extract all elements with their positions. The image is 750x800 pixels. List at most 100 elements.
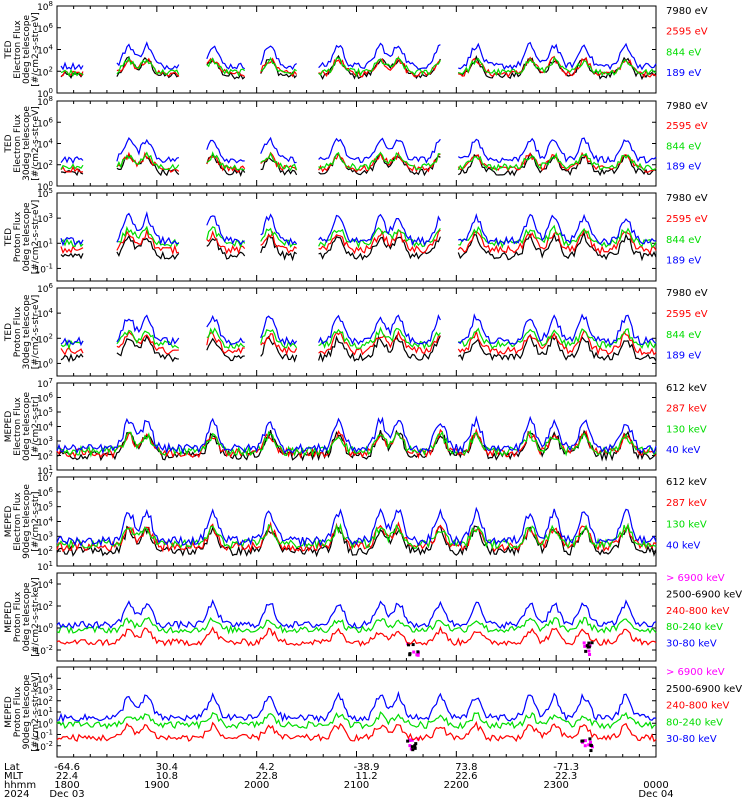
y-axis-label: MEPED Proton Flux 0deg telescope [#/cm2-s-s… bbox=[4, 577, 41, 656]
y-axis-label-line: TED bbox=[4, 134, 14, 153]
series-red bbox=[60, 228, 657, 256]
legend-entry: 2500-6900 keV bbox=[666, 589, 742, 600]
data-point bbox=[408, 653, 412, 657]
y-tick-label: 101 bbox=[37, 560, 53, 573]
series-green bbox=[60, 224, 657, 249]
y-axis-label-line: 90deg telescope bbox=[22, 484, 32, 559]
legend-entry: 30-80 keV bbox=[666, 734, 717, 745]
y-axis-label-line: 0deg telescope bbox=[22, 15, 32, 85]
series-blue bbox=[56, 415, 657, 455]
data-point bbox=[410, 745, 414, 749]
series-black bbox=[60, 333, 657, 363]
data-point bbox=[590, 641, 594, 645]
legend-entry: 844 eV bbox=[666, 330, 701, 341]
legend-entry: 7980 eV bbox=[666, 193, 708, 204]
legend-entry: 240-800 keV bbox=[666, 701, 730, 712]
y-axis-label-line: Electron Flux bbox=[13, 492, 23, 551]
data-point bbox=[408, 744, 412, 748]
y-axis-label: MEPED Electron Flux 0deg telescope [#/cm2-s… bbox=[4, 392, 41, 462]
data-point bbox=[589, 744, 593, 748]
plot-frame bbox=[56, 476, 657, 567]
data-point bbox=[587, 649, 591, 653]
footer-row-label: hhmm bbox=[4, 780, 36, 791]
plot-frame bbox=[56, 666, 657, 758]
legend-entry: 80-240 keV bbox=[666, 622, 723, 633]
data-point bbox=[588, 737, 592, 741]
data-point bbox=[407, 642, 411, 646]
mlt-value: 22.3 bbox=[555, 771, 577, 782]
y-axis-label-line: 0deg telescope bbox=[22, 582, 32, 652]
mlt-value: 10.8 bbox=[156, 771, 178, 782]
legend-entry: 40 keV bbox=[666, 540, 700, 551]
legend-entry: > 6900 keV bbox=[666, 667, 725, 678]
hhmm-value: 2100 bbox=[344, 780, 369, 791]
data-point bbox=[589, 740, 593, 744]
data-point bbox=[580, 739, 584, 743]
y-tick-label: 106 bbox=[37, 282, 53, 295]
data-point bbox=[406, 739, 410, 743]
data-point bbox=[416, 653, 420, 657]
legend-entry: 612 keV bbox=[666, 477, 707, 488]
legend-entry: 130 keV bbox=[666, 424, 707, 435]
hhmm-value: 2200 bbox=[444, 780, 469, 791]
y-axis-label-line: MEPED bbox=[4, 696, 14, 728]
lat-value: 73.8 bbox=[455, 762, 477, 773]
y-axis-label: TED Proton Flux 30deg telescope [#/cm2-s-st… bbox=[4, 294, 41, 369]
series-blue bbox=[56, 690, 657, 724]
y-axis-label-line: TED bbox=[4, 323, 14, 342]
data-point bbox=[411, 643, 415, 647]
legend-entry: 30-80 keV bbox=[666, 639, 717, 650]
lat-value: 4.2 bbox=[259, 762, 275, 773]
y-axis-label-line: [#/cm2-s-str-eV] bbox=[31, 106, 41, 181]
legend-entry: 189 eV bbox=[666, 68, 701, 79]
y-axis-label-line: MEPED bbox=[4, 411, 14, 443]
data-point bbox=[583, 644, 587, 648]
series-red bbox=[56, 521, 657, 554]
hhmm-value: 1800 bbox=[54, 780, 79, 791]
legend-entry: 287 keV bbox=[666, 498, 707, 509]
y-axis-label-line: [#/cm2-s-str] bbox=[31, 396, 41, 456]
date-end: Dec 04 bbox=[638, 789, 673, 800]
y-tick-label: 108 bbox=[37, 0, 53, 13]
mlt-value: 22.8 bbox=[256, 771, 278, 782]
hhmm-value: 2300 bbox=[543, 780, 568, 791]
hhmm-value: 2000 bbox=[244, 780, 269, 791]
y-axis-label: TED Proton Flux 0deg telescope [#/cm2-s-str… bbox=[4, 200, 41, 275]
legend-entry: 189 eV bbox=[666, 256, 701, 267]
y-axis-label: MEPED Proton Flux 90deg telescope [#/cm2-s-… bbox=[4, 672, 41, 751]
y-axis-label-line: Electron Flux bbox=[13, 114, 23, 173]
legend-entry: 189 eV bbox=[666, 161, 701, 172]
footer-row-label: Lat bbox=[4, 762, 20, 773]
y-axis-label-line: Proton Flux bbox=[13, 591, 23, 642]
data-point bbox=[584, 649, 588, 653]
y-axis-label-line: Proton Flux bbox=[13, 306, 23, 357]
date-start: Dec 03 bbox=[49, 789, 84, 800]
legend-entry: 7980 eV bbox=[666, 288, 708, 299]
series-black bbox=[60, 231, 657, 262]
legend-entry: 40 keV bbox=[666, 445, 700, 456]
y-axis-label-line: MEPED bbox=[4, 601, 14, 633]
y-axis-label-line: Proton Flux bbox=[13, 686, 23, 737]
legend-entry: 7980 eV bbox=[666, 6, 708, 17]
series-black bbox=[406, 737, 593, 753]
y-axis-label-line: [#/cm2-s-str-eV] bbox=[31, 12, 41, 87]
lat-value: 30.4 bbox=[156, 762, 178, 773]
data-point bbox=[583, 744, 587, 748]
legend-entry: 2500-6900 keV bbox=[666, 684, 742, 695]
footer-row-label: 2024 bbox=[4, 789, 29, 800]
y-axis-label-line: Electron Flux bbox=[13, 397, 23, 456]
legend-entry: 80-240 keV bbox=[666, 717, 723, 728]
legend-entry: 2595 eV bbox=[666, 214, 708, 225]
y-axis-label: MEPED Electron Flux 90deg telescope [#/cm2-… bbox=[4, 484, 41, 559]
series-green bbox=[56, 616, 657, 635]
legend-entry: 2595 eV bbox=[666, 27, 708, 38]
y-axis-label-line: TED bbox=[4, 40, 14, 59]
y-axis-label: TED Electron Flux 30deg telescope [#/cm2-s-… bbox=[4, 106, 41, 181]
data-point bbox=[583, 739, 587, 743]
series-green bbox=[56, 711, 657, 730]
data-point bbox=[589, 749, 593, 753]
